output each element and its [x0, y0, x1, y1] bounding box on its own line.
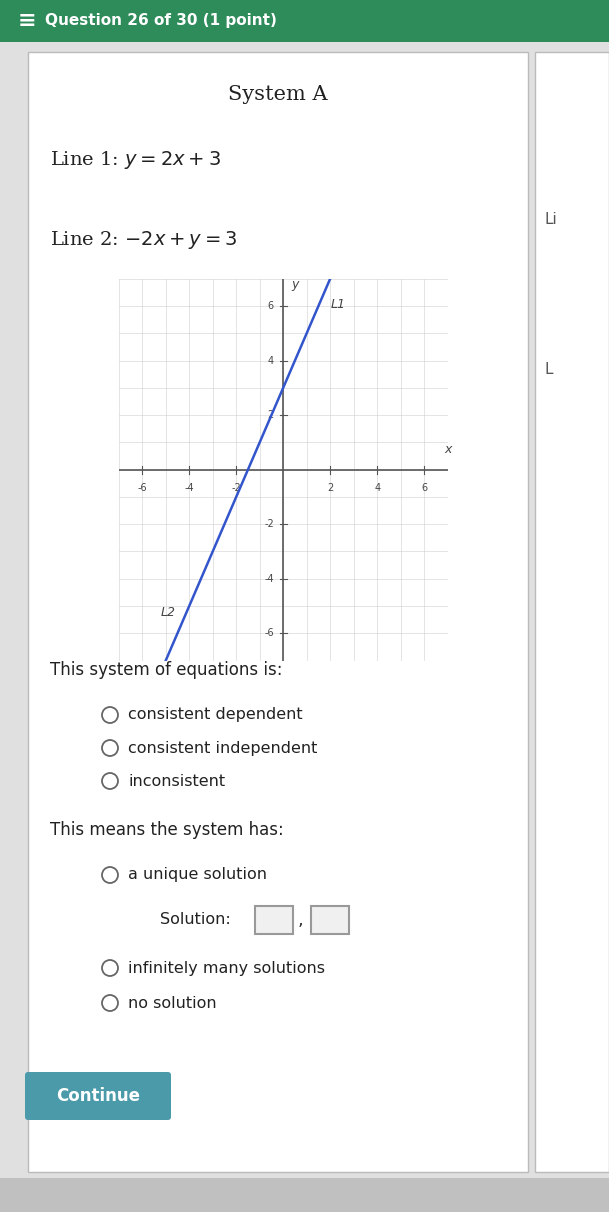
Bar [28, 52, 528, 1172]
Bar [535, 52, 609, 1172]
FancyBboxPatch shape [25, 1071, 171, 1120]
Text: ,: , [298, 911, 304, 930]
Text: -6: -6 [264, 628, 274, 639]
Text: 6: 6 [421, 484, 427, 493]
Text: y: y [292, 278, 299, 291]
Text: 4: 4 [268, 355, 274, 366]
Text: ≡: ≡ [18, 11, 37, 32]
Text: L: L [545, 362, 554, 377]
Text: Question 26 of 30 (1 point): Question 26 of 30 (1 point) [45, 13, 277, 29]
Text: Continue: Continue [56, 1087, 140, 1105]
Text: -2: -2 [264, 519, 274, 530]
Text: L2: L2 [161, 606, 176, 619]
Text: 4: 4 [374, 484, 380, 493]
Bar [255, 907, 293, 934]
Text: Solution:: Solution: [160, 913, 231, 927]
Text: Line 1: $y=2x+3$: Line 1: $y=2x+3$ [50, 149, 221, 171]
Text: Line 2: $-2x+y=3$: Line 2: $-2x+y=3$ [50, 229, 237, 251]
Text: x: x [444, 444, 451, 456]
Text: Li: Li [545, 212, 558, 228]
Bar [311, 907, 349, 934]
Text: a unique solution: a unique solution [128, 868, 267, 882]
Text: L1: L1 [330, 298, 345, 310]
Text: 2: 2 [327, 484, 333, 493]
Text: consistent independent: consistent independent [128, 741, 317, 755]
Text: This means the system has:: This means the system has: [50, 821, 284, 839]
Text: inconsistent: inconsistent [128, 773, 225, 789]
Text: -2: -2 [231, 484, 241, 493]
Text: no solution: no solution [128, 995, 217, 1011]
Text: 2: 2 [267, 410, 274, 421]
Text: -4: -4 [264, 573, 274, 584]
Text: -4: -4 [185, 484, 194, 493]
Text: System A: System A [228, 86, 328, 104]
Text: consistent dependent: consistent dependent [128, 708, 303, 722]
Bar [0, 1178, 609, 1212]
Text: 6: 6 [268, 301, 274, 311]
Bar [0, 0, 609, 42]
Text: -6: -6 [138, 484, 147, 493]
Text: infinitely many solutions: infinitely many solutions [128, 960, 325, 976]
Text: This system of equations is:: This system of equations is: [50, 661, 283, 679]
